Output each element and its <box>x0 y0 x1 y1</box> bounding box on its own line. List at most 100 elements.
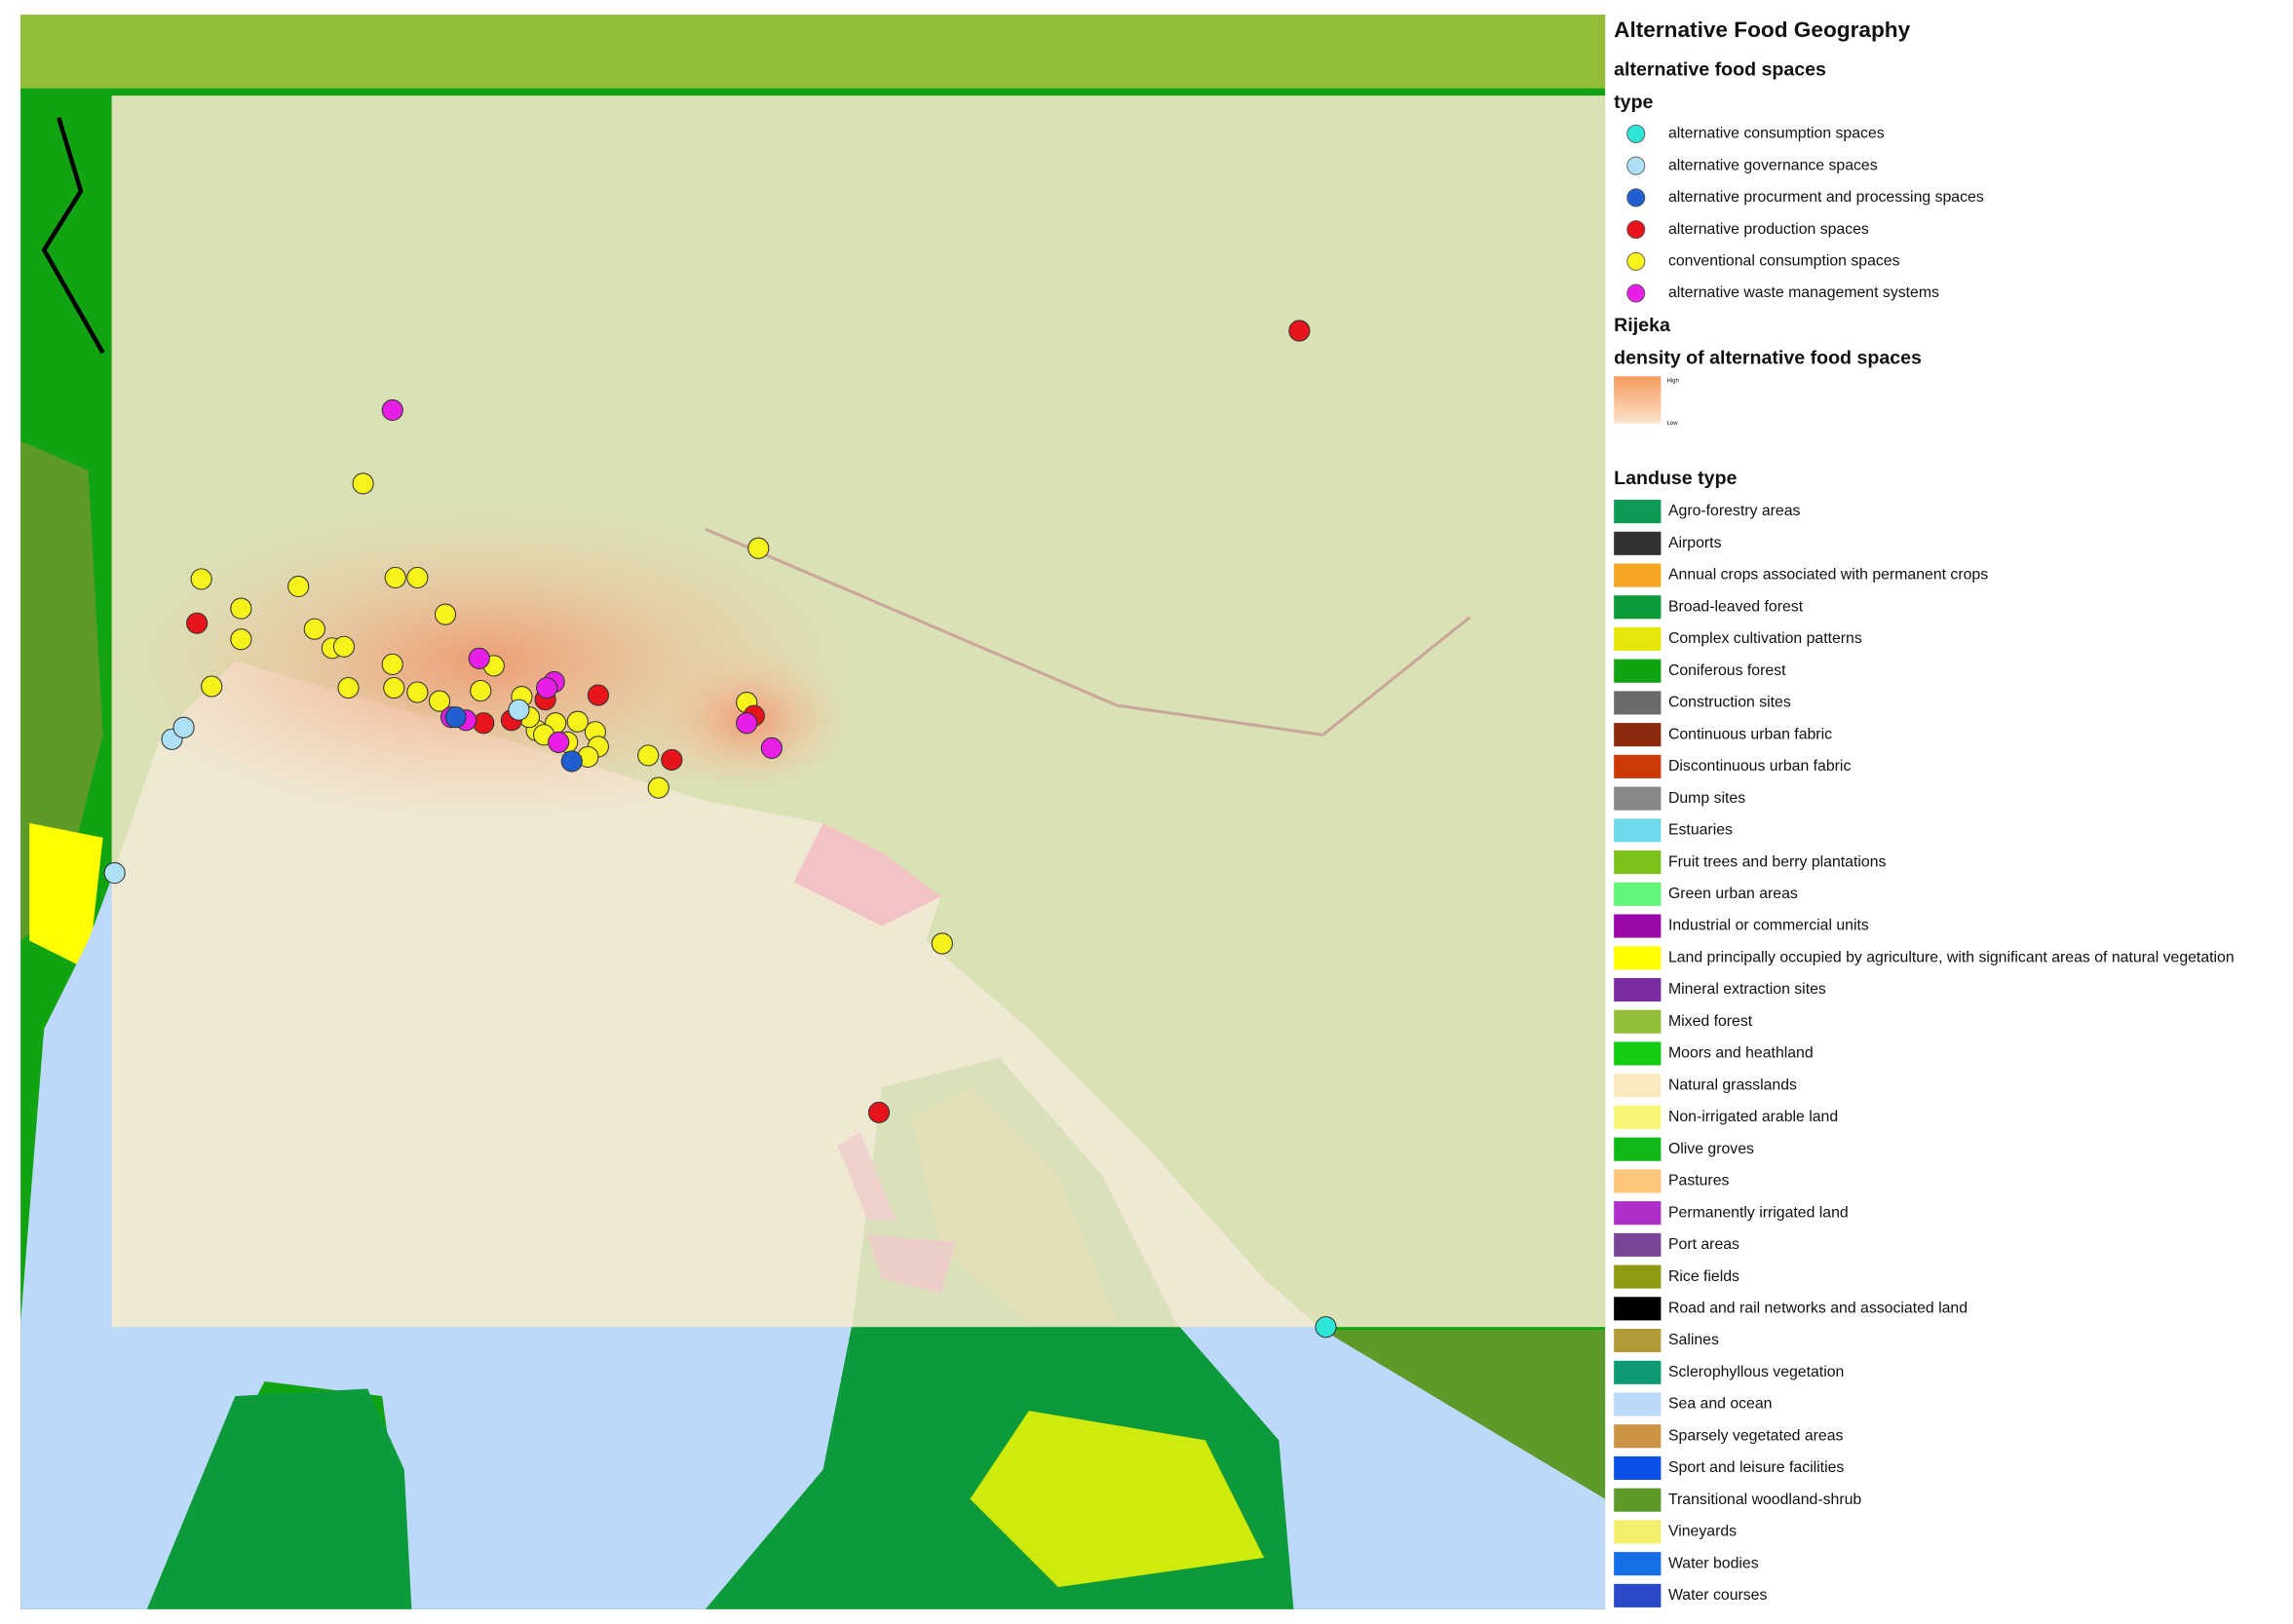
legend-label: alternative governance spaces <box>1668 157 1878 173</box>
legend-label: Estuaries <box>1668 822 1733 839</box>
legend-swatch <box>1614 1201 1662 1226</box>
legend: Alternative Food Geography alternative f… <box>1608 0 2293 1624</box>
density-high: High <box>1666 378 1678 384</box>
legend-swatch <box>1614 1137 1662 1161</box>
legend-swatch <box>1614 1583 1662 1607</box>
points-title: alternative food spaces <box>1614 59 1826 81</box>
food-space-point <box>566 710 589 733</box>
legend-label: Sea and ocean <box>1668 1396 1773 1413</box>
legend-label: Salines <box>1668 1332 1719 1348</box>
food-space-point <box>867 1101 891 1124</box>
legend-swatch <box>1614 1520 1662 1544</box>
legend-label: Vineyards <box>1668 1524 1737 1540</box>
legend-swatch <box>1614 1105 1662 1129</box>
food-space-point <box>434 603 457 625</box>
food-space-point <box>647 776 669 799</box>
landuse-title: Landuse type <box>1614 468 1737 489</box>
legend-title: Alternative Food Geography <box>1614 18 1910 42</box>
legend-label: Olive groves <box>1668 1141 1754 1157</box>
legend-label: Water bodies <box>1668 1555 1759 1571</box>
legend-label: Sclerophyllous vegetation <box>1668 1364 1844 1380</box>
legend-swatch <box>1614 499 1662 524</box>
food-space-point <box>190 568 212 590</box>
food-space-point <box>384 566 406 589</box>
legend-bg <box>1608 0 2293 1624</box>
legend-marker <box>1626 283 1646 303</box>
legend-swatch <box>1614 946 1662 970</box>
food-space-point <box>637 744 660 767</box>
legend-label: alternative waste management systems <box>1668 284 1939 301</box>
legend-label: Transitional woodland-shrub <box>1668 1492 1861 1508</box>
density-title: density of alternative food spaces <box>1614 347 1922 368</box>
food-space-point <box>383 676 405 699</box>
food-space-point <box>230 597 252 620</box>
food-space-point <box>444 706 467 729</box>
legend-label: Permanently irrigated land <box>1668 1204 1849 1221</box>
legend-swatch <box>1614 882 1662 906</box>
legend-label: Industrial or commercial units <box>1668 918 1869 934</box>
road <box>41 117 105 355</box>
food-space-point <box>587 684 609 706</box>
land-patch <box>20 440 103 941</box>
land-patch <box>29 822 103 970</box>
food-space-point <box>560 750 583 773</box>
legend-marker <box>1626 251 1646 271</box>
legend-label: alternative procurment and processing sp… <box>1668 189 1984 206</box>
food-space-point <box>661 748 683 772</box>
legend-label: Green urban areas <box>1668 886 1798 902</box>
legend-label: Sparsely vegetated areas <box>1668 1427 1844 1444</box>
legend-label: Dump sites <box>1668 790 1745 807</box>
food-space-point <box>548 731 570 753</box>
food-space-point <box>303 618 325 640</box>
legend-label: Moors and heathland <box>1668 1045 1814 1062</box>
food-space-point <box>103 862 126 885</box>
food-space-point <box>468 647 490 669</box>
food-space-point <box>1288 320 1311 342</box>
food-space-point <box>406 566 429 589</box>
legend-swatch <box>1614 914 1662 938</box>
legend-swatch <box>1614 1074 1662 1098</box>
legend-label: Mineral extraction sites <box>1668 981 1826 998</box>
legend-label: Natural grasslands <box>1668 1076 1797 1093</box>
legend-swatch <box>1614 531 1662 555</box>
legend-label: Water courses <box>1668 1587 1768 1604</box>
legend-swatch <box>1614 1009 1662 1034</box>
legend-label: Road and rail networks and associated la… <box>1668 1301 1968 1317</box>
legend-label: Mixed forest <box>1668 1013 1753 1030</box>
density-group: Rijeka <box>1614 315 1671 336</box>
food-space-point <box>381 653 403 675</box>
legend-swatch <box>1614 754 1662 778</box>
legend-swatch <box>1614 977 1662 1002</box>
legend-label: Continuous urban fabric <box>1668 726 1832 742</box>
legend-marker <box>1626 124 1646 143</box>
legend-label: Sport and leisure facilities <box>1668 1459 1844 1476</box>
legend-label: alternative consumption spaces <box>1668 126 1885 142</box>
legend-swatch <box>1614 1360 1662 1384</box>
land-patch <box>793 822 941 926</box>
food-space-point <box>428 690 451 712</box>
legend-label: Rice fields <box>1668 1268 1739 1285</box>
legend-label: Pastures <box>1668 1173 1730 1190</box>
food-space-point <box>352 472 374 495</box>
land-patch <box>20 15 1606 89</box>
legend-label: alternative production spaces <box>1668 221 1869 238</box>
points-field: type <box>1614 92 1653 113</box>
legend-marker <box>1626 156 1646 175</box>
legend-swatch <box>1614 1232 1662 1257</box>
legend-swatch <box>1614 818 1662 843</box>
legend-label: Land principally occupied by agriculture… <box>1668 949 2235 965</box>
land-patch <box>970 1411 1265 1588</box>
legend-swatch <box>1614 723 1662 747</box>
food-space-point <box>747 537 770 559</box>
legend-swatch <box>1614 786 1662 811</box>
legend-label: Construction sites <box>1668 695 1791 711</box>
points <box>103 320 1337 1339</box>
legend-swatch <box>1614 1424 1662 1449</box>
road <box>705 527 1471 736</box>
legend-label: Complex cultivation patterns <box>1668 630 1862 647</box>
food-space-point <box>1315 1316 1337 1339</box>
legend-swatch <box>1614 1328 1662 1353</box>
legend-label: conventional consumption spaces <box>1668 253 1900 270</box>
